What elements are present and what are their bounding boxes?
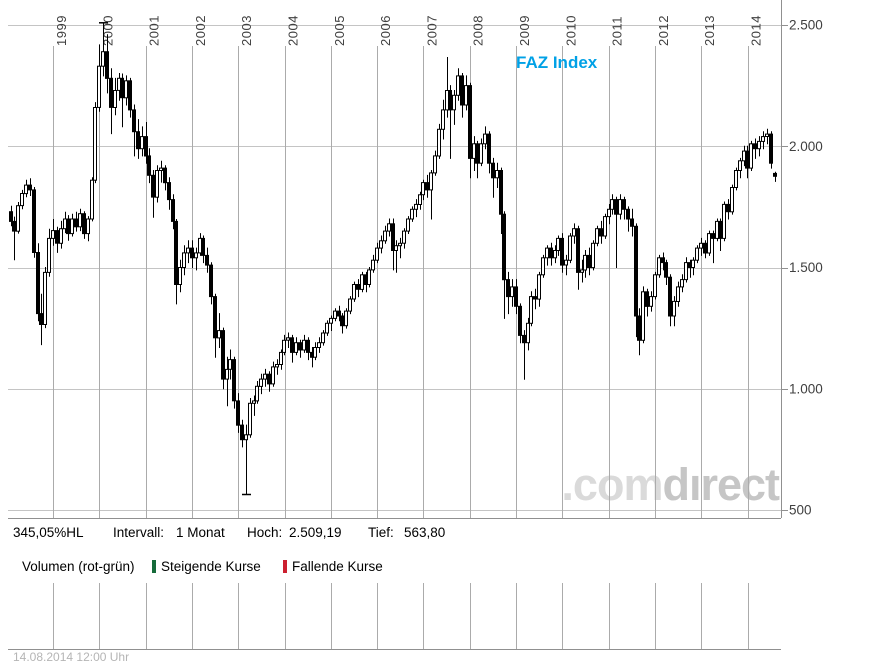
status-bar: 345,05%HL Intervall: 1 Monat Hoch: 2.509… [0, 525, 895, 541]
falling-color-marker [283, 560, 287, 573]
watermark-com: .com [561, 459, 663, 510]
year-axis-labels: 1999 2000 2001 2002 2003 2004 2005 2006 2007 2008… [54, 15, 764, 46]
year-tick-label: 2010 [563, 15, 578, 46]
year-tick-label: 2006 [378, 15, 393, 46]
volume-label: Volumen (rot-grün) [22, 559, 135, 574]
tief-label: Tief: [368, 525, 394, 540]
tief-value: 563,80 [404, 525, 446, 540]
year-tick-label: 2012 [656, 15, 671, 46]
price-gridlines [8, 25, 781, 511]
candles [9, 22, 777, 495]
year-gridlines [53, 46, 749, 649]
price-tick-label: 2.000 [789, 139, 823, 154]
year-tick-label: 2008 [471, 15, 486, 46]
year-tick-label: 2011 [610, 16, 625, 46]
interval-value: 1 Monat [176, 525, 225, 540]
falling-label: Fallende Kurse [292, 559, 383, 574]
quote-timestamp: 14.08.2014 12:00 Uhr [13, 650, 130, 664]
instrument-label: FAZ Index [516, 53, 598, 72]
price-tick-label: 1.500 [789, 260, 823, 275]
volume-legend: Volumen (rot-grün) Steigende Kurse Falle… [0, 559, 895, 575]
hl-percent: 345,05%HL [13, 525, 84, 540]
year-tick-label: 2003 [239, 15, 254, 46]
extreme-markers [99, 22, 251, 496]
year-tick-label: 2013 [702, 15, 717, 46]
year-tick-label: 2009 [517, 15, 532, 46]
price-tick-label: 1.000 [789, 381, 823, 396]
watermark-direct: dırect [662, 459, 780, 510]
year-tick-label: 1999 [54, 15, 69, 46]
hoch-label: Hoch: [247, 525, 283, 540]
year-tick-label: 2001 [147, 15, 162, 46]
axis-lines [8, 0, 788, 650]
year-tick-label: 2014 [749, 15, 764, 46]
year-tick-label: 2005 [332, 15, 347, 46]
price-tick-label: 2.500 [789, 18, 823, 33]
price-axis-labels: 2.500 2.000 1.500 1.000 500 [789, 18, 823, 518]
rising-label: Steigende Kurse [161, 559, 261, 574]
hoch-value: 2.509,19 [289, 525, 342, 540]
price-tick-label: 500 [789, 503, 812, 518]
year-tick-label: 2004 [286, 15, 301, 46]
rising-color-marker [152, 560, 156, 573]
comdirect-watermark: .comdırect [0, 459, 780, 510]
interval-label: Intervall: [113, 525, 165, 540]
year-tick-label: 2002 [193, 15, 208, 46]
year-tick-label: 2007 [424, 15, 439, 46]
